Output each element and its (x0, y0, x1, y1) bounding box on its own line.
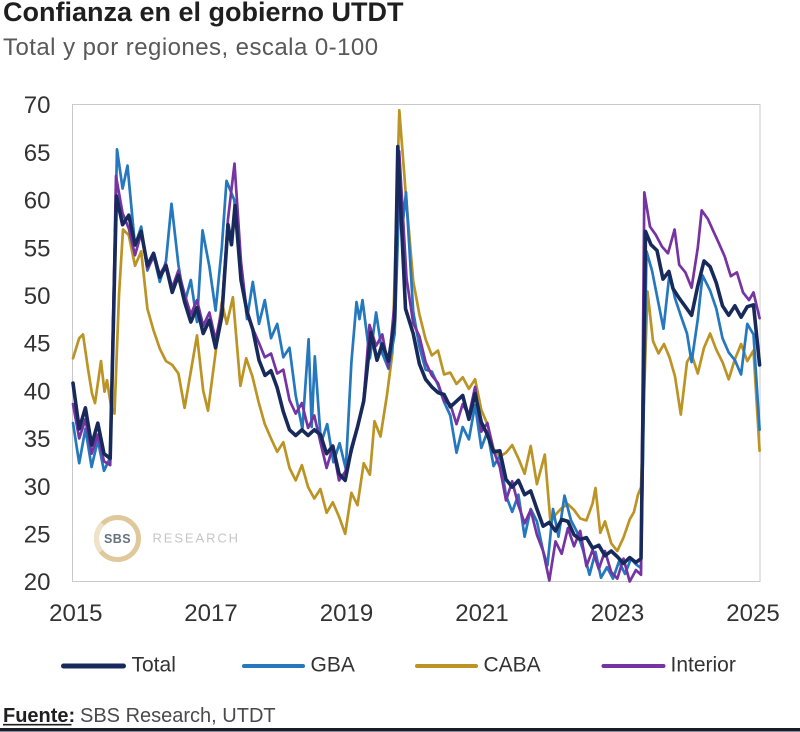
svg-text:2015: 2015 (49, 600, 102, 627)
svg-text:SBS Research, UTDT: SBS Research, UTDT (80, 705, 276, 727)
svg-text:2019: 2019 (320, 600, 373, 627)
svg-text:2023: 2023 (591, 600, 644, 627)
svg-text:SBS: SBS (104, 532, 131, 546)
svg-text:2021: 2021 (455, 600, 508, 627)
svg-text:60: 60 (24, 188, 51, 215)
svg-text:2025: 2025 (726, 600, 779, 627)
svg-text:35: 35 (24, 426, 51, 453)
svg-text:Fuente:: Fuente: (3, 705, 75, 727)
svg-text:70: 70 (24, 92, 51, 119)
svg-text:65: 65 (24, 140, 51, 167)
svg-text:GBA: GBA (311, 654, 355, 677)
svg-text:RESEARCH: RESEARCH (153, 531, 240, 546)
svg-text:50: 50 (24, 283, 51, 310)
svg-text:55: 55 (24, 235, 51, 262)
svg-text:25: 25 (24, 522, 51, 549)
svg-text:45: 45 (24, 331, 51, 358)
svg-text:Total: Total (132, 654, 176, 677)
svg-text:40: 40 (24, 378, 51, 405)
svg-text:30: 30 (24, 474, 51, 501)
svg-text:CABA: CABA (484, 654, 541, 677)
svg-text:Interior: Interior (671, 654, 736, 677)
svg-text:2017: 2017 (184, 600, 237, 627)
svg-text:20: 20 (24, 569, 51, 596)
